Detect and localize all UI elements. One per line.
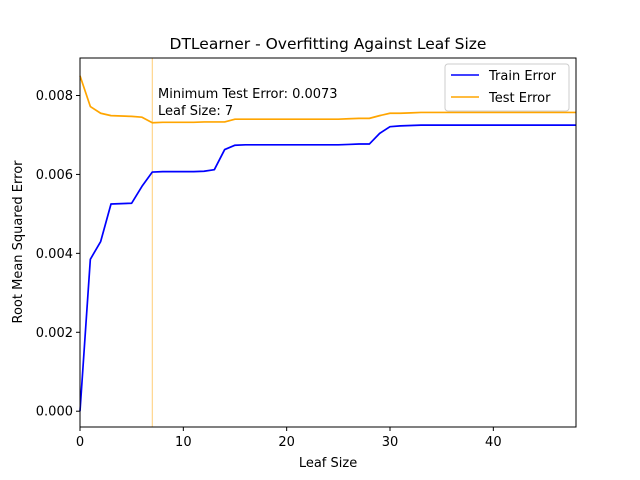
annotation-min-test-error: Minimum Test Error: 0.0073 xyxy=(158,87,338,102)
y-axis-label: Root Mean Squared Error xyxy=(11,160,26,324)
annotation-leaf-size: Leaf Size: 7 xyxy=(158,104,233,119)
chart-title: DTLearner - Overfitting Against Leaf Siz… xyxy=(170,35,487,53)
y-tick-label: 0.004 xyxy=(36,247,73,262)
test-error-line xyxy=(79,75,576,124)
y-axis: 0.000 0.002 0.004 0.006 0.008 xyxy=(36,89,80,420)
x-tick-label: 30 xyxy=(382,435,399,450)
legend: Train Error Test Error xyxy=(444,63,570,112)
y-tick-label: 0.006 xyxy=(36,168,73,183)
legend-test-error-label: Test Error xyxy=(488,91,551,106)
y-tick-label: 0.002 xyxy=(36,326,73,341)
y-tick-label: 0.000 xyxy=(36,405,73,420)
y-tick-label: 0.008 xyxy=(36,89,73,104)
axes-frame xyxy=(79,57,577,428)
legend-train-error-label: Train Error xyxy=(488,69,557,84)
train-error-line xyxy=(79,124,576,412)
plot-area xyxy=(79,58,576,427)
x-tick-label: 0 xyxy=(76,435,84,450)
x-tick-label: 40 xyxy=(485,435,502,450)
x-tick-label: 10 xyxy=(175,435,192,450)
x-axis: 0 10 20 30 40 xyxy=(76,427,502,450)
x-tick-label: 20 xyxy=(278,435,295,450)
x-axis-label: Leaf Size xyxy=(299,456,357,471)
